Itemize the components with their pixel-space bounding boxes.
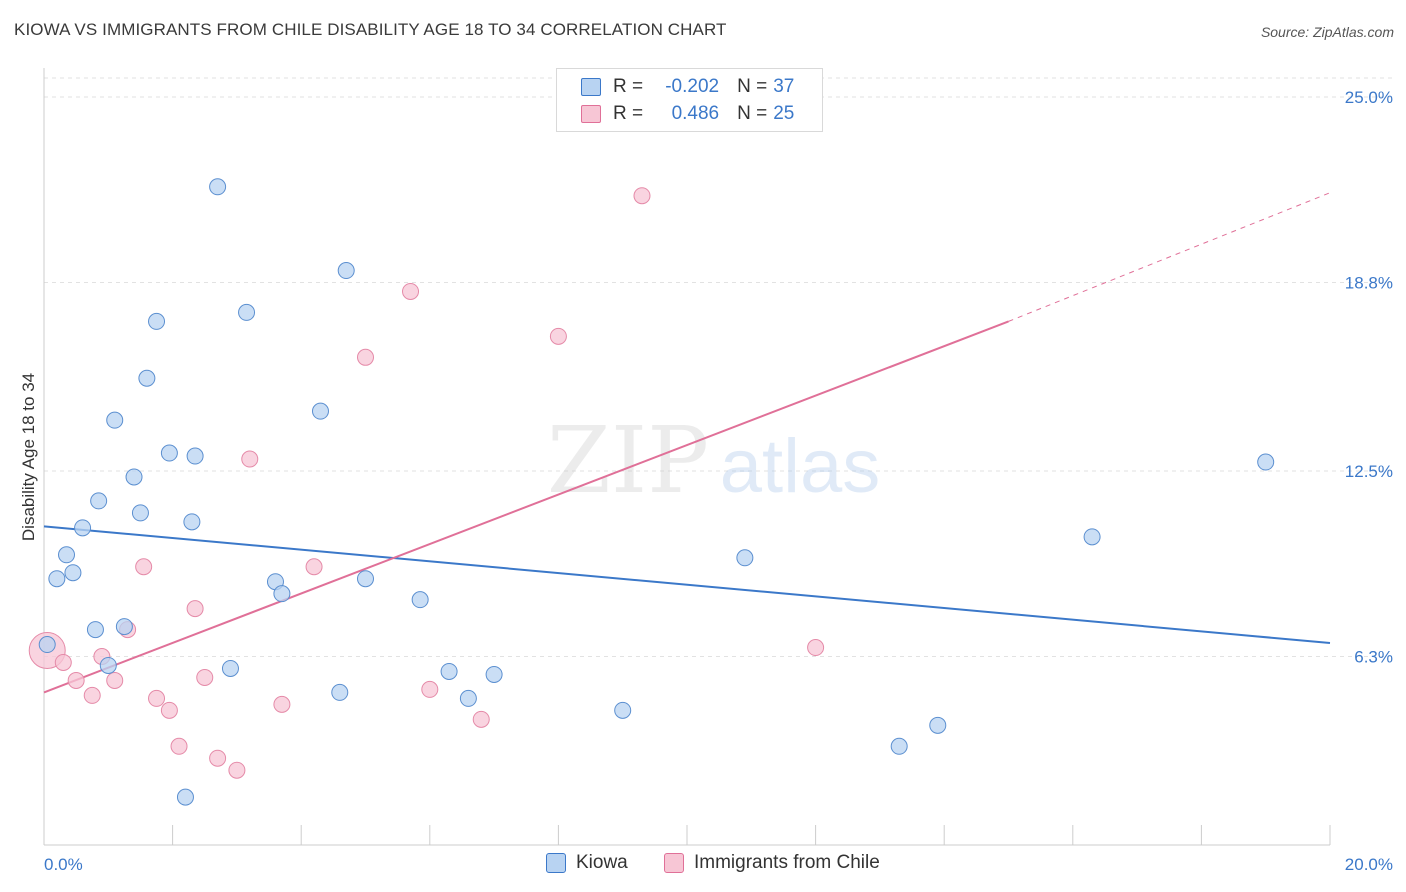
trend-lines bbox=[43, 192, 1331, 694]
point-kiowa bbox=[890, 737, 908, 755]
legend-r-label: R = bbox=[613, 76, 644, 97]
trend-line-chile bbox=[43, 320, 1009, 694]
point-kiowa bbox=[736, 549, 754, 567]
point-kiowa bbox=[58, 546, 76, 564]
bottom-legend-swatch-kiowa bbox=[546, 853, 566, 873]
point-kiowa bbox=[90, 492, 108, 510]
point-chile bbox=[241, 450, 259, 468]
grid-lines bbox=[44, 77, 1395, 658]
legend-n-label: N = bbox=[737, 103, 768, 124]
point-kiowa bbox=[459, 689, 477, 707]
point-chile bbox=[472, 710, 490, 728]
bottom-legend-chile: Immigrants from Chile bbox=[664, 852, 880, 874]
point-chile bbox=[633, 187, 651, 205]
bottom-legend-swatch-chile bbox=[664, 853, 684, 873]
point-kiowa bbox=[38, 636, 56, 654]
point-kiowa bbox=[186, 447, 204, 465]
x-tick-label-min: 0.0% bbox=[44, 855, 83, 874]
point-kiowa bbox=[176, 788, 194, 806]
point-chile bbox=[196, 668, 214, 686]
watermark-atlas: atlas bbox=[720, 424, 881, 509]
bottom-legend-label-chile: Immigrants from Chile bbox=[694, 852, 880, 873]
legend-r-label: R = bbox=[613, 103, 644, 124]
point-chile bbox=[54, 653, 72, 671]
bottom-legend: Kiowa Immigrants from Chile bbox=[0, 852, 1406, 878]
chart-title: KIOWA VS IMMIGRANTS FROM CHILE DISABILIT… bbox=[14, 20, 727, 39]
point-kiowa bbox=[311, 402, 329, 420]
point-chile bbox=[106, 671, 124, 689]
y-tick-labels: 6.3% 12.5% 18.8% 25.0% bbox=[1345, 88, 1393, 667]
point-kiowa bbox=[929, 716, 947, 734]
point-chile bbox=[186, 600, 204, 618]
legend: R = -0.202 N = 37 R = 0.486 N = 25 bbox=[556, 68, 823, 132]
x-tick-label-max: 20.0% bbox=[1345, 855, 1393, 874]
trend-line-kiowa bbox=[43, 525, 1331, 645]
point-chile bbox=[83, 686, 101, 704]
y-tick-label: 18.8% bbox=[1345, 274, 1393, 293]
point-kiowa bbox=[1257, 453, 1275, 471]
bottom-legend-kiowa: Kiowa bbox=[546, 852, 628, 874]
point-chile bbox=[807, 639, 825, 657]
point-kiowa bbox=[131, 504, 149, 522]
point-kiowa bbox=[125, 468, 143, 486]
y-tick-label: 25.0% bbox=[1345, 88, 1393, 107]
point-chile bbox=[549, 327, 567, 345]
point-kiowa bbox=[99, 656, 117, 674]
legend-r-value: -0.202 bbox=[665, 76, 720, 97]
watermark-zip: ZIP bbox=[547, 407, 709, 514]
point-chile bbox=[402, 282, 420, 300]
point-chile bbox=[209, 749, 227, 767]
point-kiowa bbox=[115, 618, 133, 636]
point-kiowa bbox=[148, 312, 166, 330]
point-chile bbox=[305, 558, 323, 576]
point-kiowa bbox=[106, 411, 124, 429]
point-kiowa bbox=[74, 519, 92, 537]
point-chile bbox=[421, 680, 439, 698]
point-kiowa bbox=[138, 369, 156, 387]
legend-n-value: 37 bbox=[773, 76, 795, 97]
point-chile bbox=[148, 689, 166, 707]
point-kiowa bbox=[209, 178, 227, 196]
y-axis-label: Disability Age 18 to 34 bbox=[19, 373, 38, 541]
legend-n-value: 25 bbox=[773, 103, 795, 124]
legend-swatch-kiowa bbox=[581, 78, 601, 96]
point-kiowa bbox=[273, 585, 291, 603]
point-kiowa bbox=[183, 513, 201, 531]
legend-n-label: N = bbox=[737, 76, 768, 97]
point-kiowa bbox=[337, 262, 355, 280]
trend-line-chile-extension bbox=[1008, 192, 1331, 322]
point-chile bbox=[135, 558, 153, 576]
legend-row-kiowa: R = -0.202 N = 37 bbox=[581, 75, 794, 99]
point-kiowa bbox=[411, 591, 429, 609]
watermark: ZIP atlas bbox=[547, 407, 880, 514]
point-kiowa bbox=[331, 683, 349, 701]
point-kiowa bbox=[1083, 528, 1101, 546]
point-kiowa bbox=[614, 701, 632, 719]
point-chile bbox=[273, 695, 291, 713]
point-kiowa bbox=[48, 570, 66, 588]
point-chile bbox=[160, 701, 178, 719]
data-points bbox=[28, 178, 1275, 806]
point-kiowa bbox=[238, 303, 256, 321]
point-chile bbox=[67, 671, 85, 689]
source-label: Source: ZipAtlas.com bbox=[1260, 24, 1394, 40]
point-kiowa bbox=[485, 665, 503, 683]
legend-swatch-chile bbox=[581, 105, 601, 123]
x-axis bbox=[43, 68, 1331, 846]
point-kiowa bbox=[357, 570, 374, 588]
legend-r-value: 0.486 bbox=[671, 103, 720, 124]
legend-row-chile: R = 0.486 N = 25 bbox=[581, 102, 794, 126]
bottom-legend-label-kiowa: Kiowa bbox=[576, 852, 628, 873]
point-chile bbox=[357, 348, 374, 366]
y-tick-label: 12.5% bbox=[1345, 462, 1393, 481]
y-tick-label: 6.3% bbox=[1354, 648, 1393, 667]
point-chile bbox=[170, 737, 188, 755]
point-kiowa bbox=[64, 564, 82, 582]
point-kiowa bbox=[440, 662, 458, 680]
point-chile bbox=[228, 761, 246, 779]
point-kiowa bbox=[160, 444, 178, 462]
point-kiowa bbox=[86, 621, 104, 639]
point-kiowa bbox=[221, 659, 239, 677]
